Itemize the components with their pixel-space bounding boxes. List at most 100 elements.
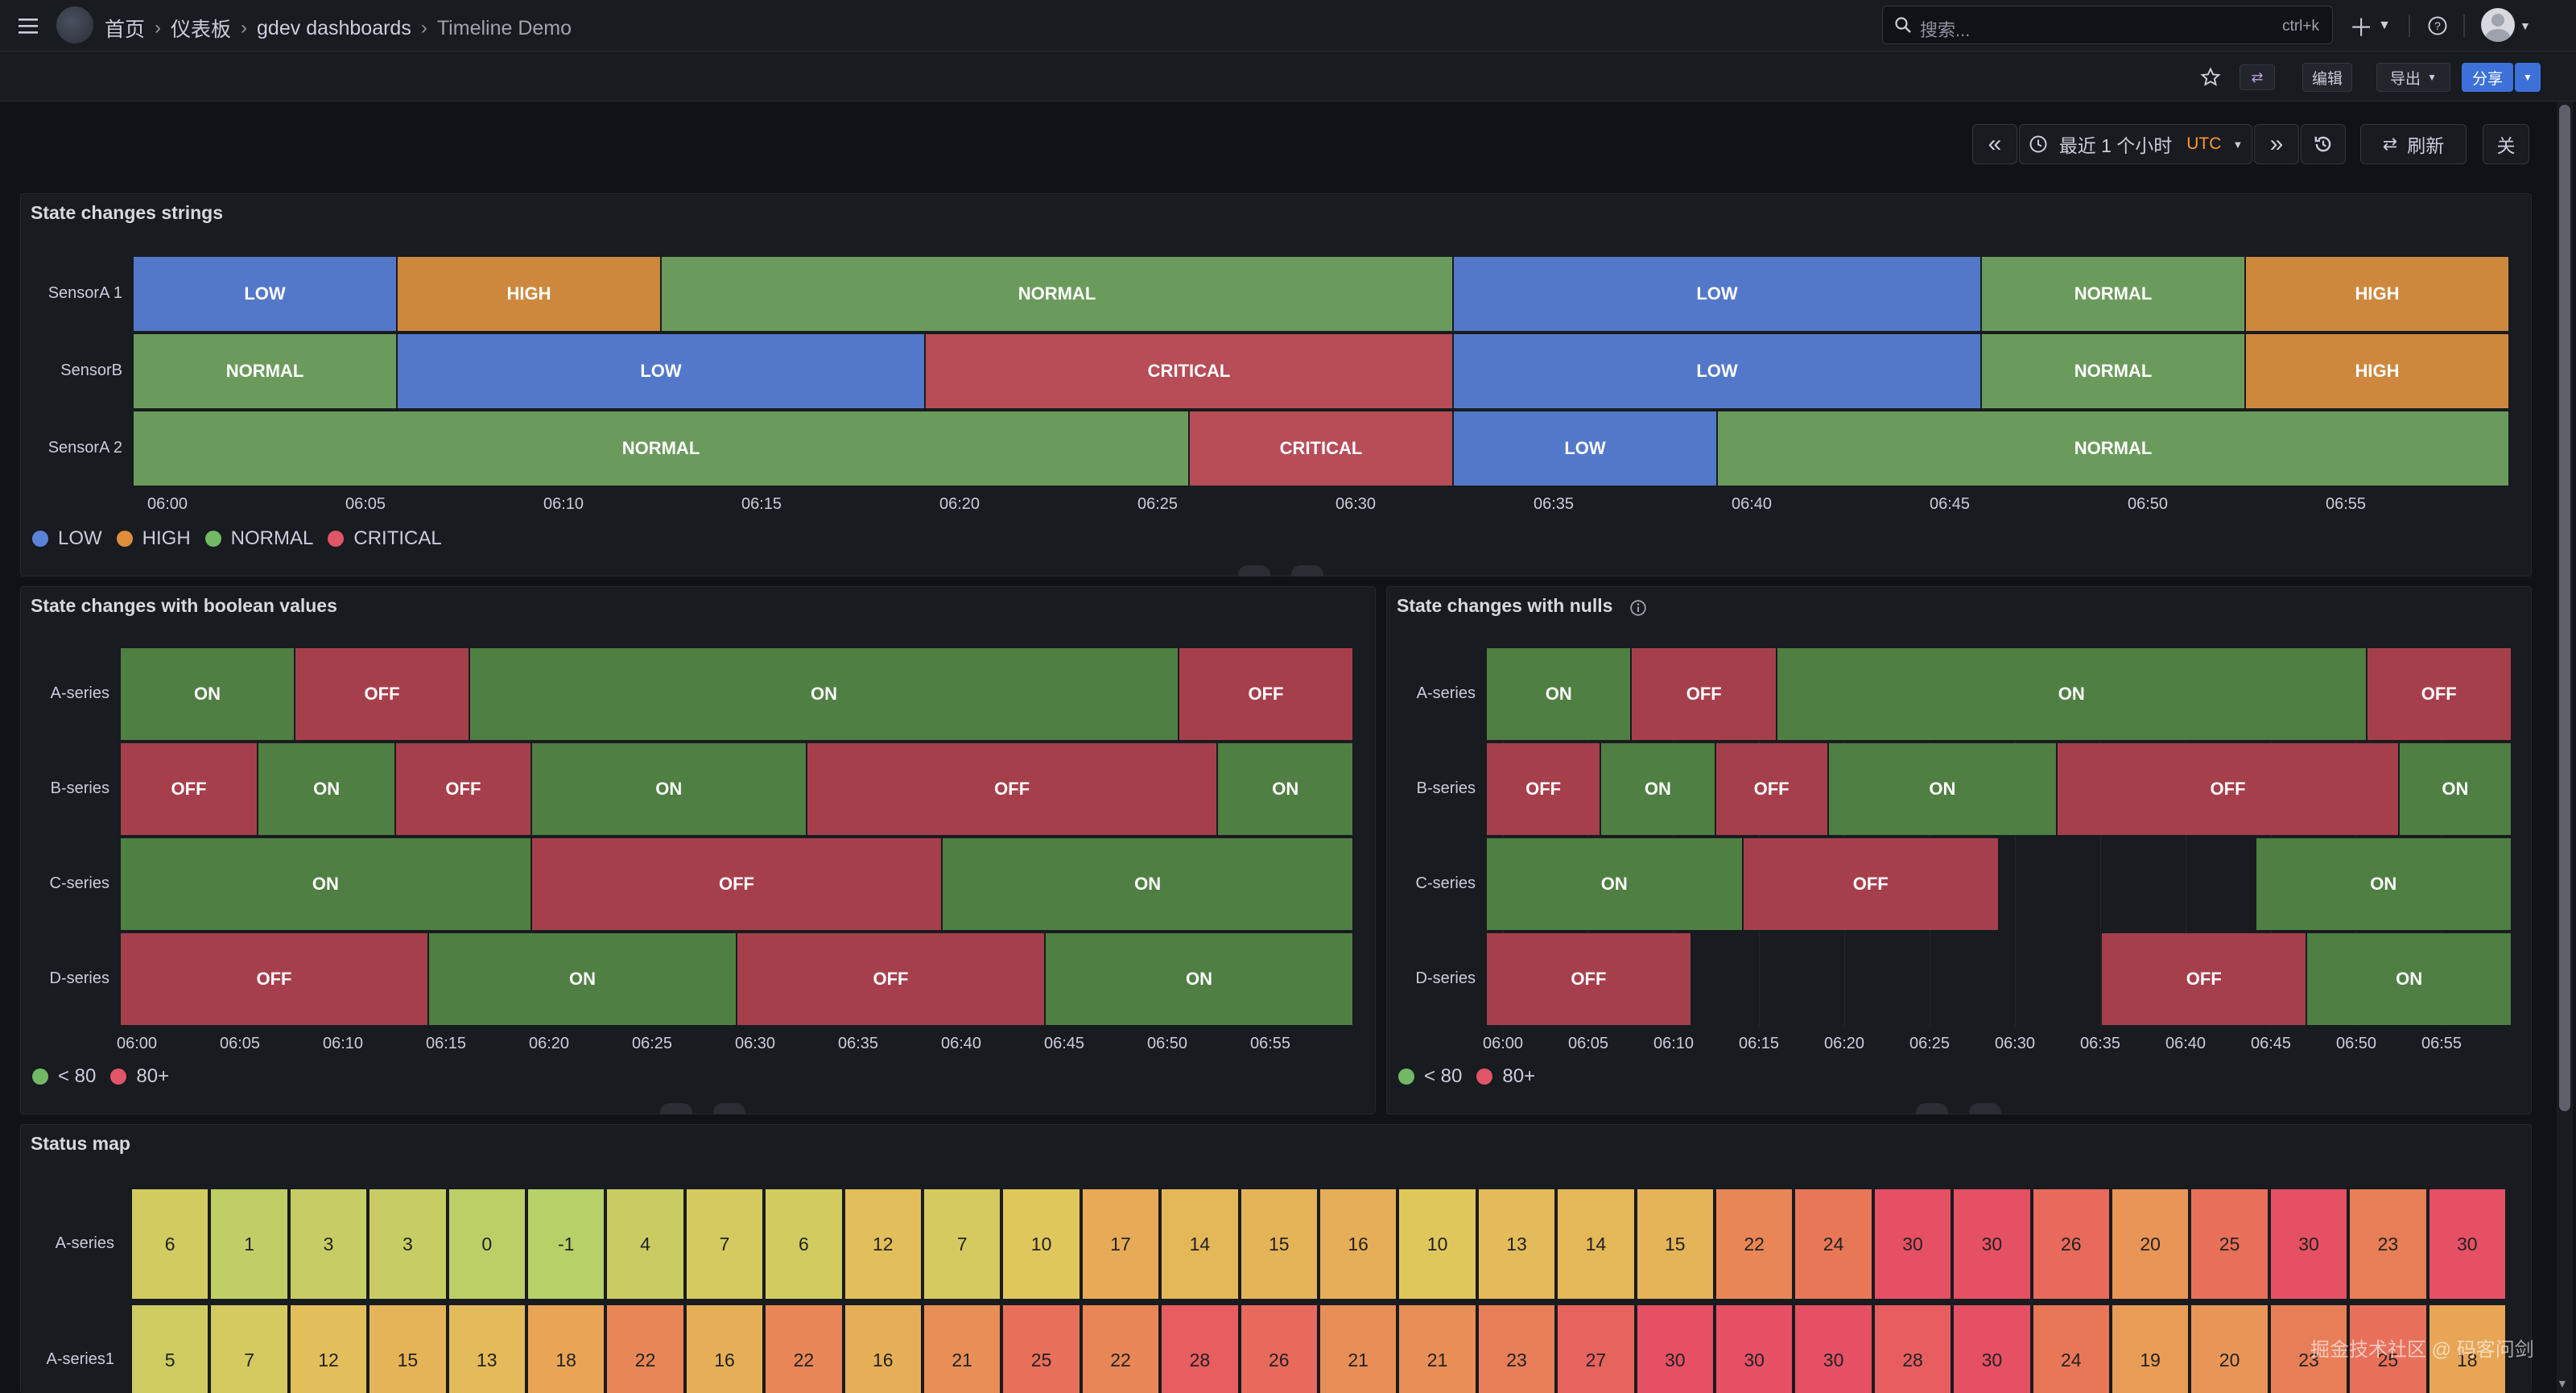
- status-cell[interactable]: 7: [684, 1188, 765, 1300]
- state-segment[interactable]: ON: [258, 743, 397, 835]
- status-cell[interactable]: 20: [2111, 1188, 2190, 1300]
- state-segment[interactable]: OFF: [121, 933, 429, 1025]
- status-cell[interactable]: 3: [288, 1188, 369, 1300]
- state-segment[interactable]: OFF: [396, 743, 532, 835]
- share-menu-button[interactable]: ▼: [2515, 63, 2541, 92]
- state-segment[interactable]: OFF: [1743, 838, 2000, 930]
- status-cell[interactable]: 19: [2111, 1304, 2190, 1393]
- panel-resize-handle[interactable]: [713, 1103, 745, 1114]
- status-cell[interactable]: 30: [1952, 1304, 2032, 1393]
- panel-resize-handle[interactable]: [1291, 565, 1323, 577]
- info-icon[interactable]: [1629, 598, 1648, 618]
- status-cell[interactable]: 20: [2190, 1304, 2269, 1393]
- status-cell[interactable]: 30: [2427, 1188, 2507, 1300]
- state-segment[interactable]: NORMAL: [134, 411, 1190, 486]
- status-cell[interactable]: 21: [1319, 1304, 1398, 1393]
- status-cell[interactable]: 12: [843, 1188, 923, 1300]
- avatar-caret-icon[interactable]: ▼: [2520, 19, 2531, 32]
- state-segment[interactable]: ON: [1487, 838, 1744, 930]
- user-avatar[interactable]: [2481, 8, 2515, 42]
- refresh-button[interactable]: ⇄ 刷新: [2360, 124, 2467, 164]
- status-cell[interactable]: 30: [2268, 1188, 2349, 1300]
- status-cell[interactable]: 14: [1160, 1188, 1240, 1300]
- status-cell[interactable]: 30: [1635, 1304, 1715, 1393]
- status-cell[interactable]: 25: [2348, 1304, 2428, 1393]
- search-input[interactable]: 搜索... ctrl+k: [1882, 6, 2333, 44]
- status-cell[interactable]: 15: [368, 1304, 448, 1393]
- state-segment[interactable]: OFF: [737, 933, 1046, 1025]
- status-cell[interactable]: 30: [1872, 1188, 1953, 1300]
- state-segment[interactable]: OFF: [121, 743, 259, 835]
- state-segment[interactable]: OFF: [1179, 648, 1354, 740]
- legend-item[interactable]: 80+: [110, 1065, 169, 1088]
- panel-resize-handle[interactable]: [660, 1103, 692, 1114]
- panel-resize-handle[interactable]: [1969, 1103, 2001, 1114]
- status-cell[interactable]: 25: [2190, 1188, 2269, 1300]
- legend-item[interactable]: < 80: [32, 1065, 96, 1088]
- status-cell[interactable]: 27: [1556, 1304, 1636, 1393]
- zoom-out-button[interactable]: [2301, 124, 2346, 164]
- state-segment[interactable]: LOW: [1454, 257, 1982, 331]
- state-segment[interactable]: ON: [1601, 743, 1716, 835]
- toggle-view-button[interactable]: ⇄: [2240, 64, 2275, 90]
- status-cell[interactable]: 1: [209, 1188, 289, 1300]
- legend-item[interactable]: < 80: [1398, 1065, 1462, 1088]
- state-segment[interactable]: ON: [429, 933, 737, 1025]
- status-cell[interactable]: 25: [1001, 1304, 1081, 1393]
- status-cell[interactable]: 13: [1476, 1188, 1557, 1300]
- status-cell[interactable]: 18: [526, 1304, 606, 1393]
- status-cell[interactable]: 30: [1794, 1304, 1873, 1393]
- state-segment[interactable]: HIGH: [2246, 257, 2510, 331]
- status-cell[interactable]: 10: [1397, 1188, 1477, 1300]
- state-segment[interactable]: OFF: [2058, 743, 2400, 835]
- time-shift-forward-button[interactable]: »: [2254, 124, 2299, 164]
- status-cell[interactable]: 23: [2268, 1304, 2349, 1393]
- share-button[interactable]: 分享: [2462, 63, 2513, 92]
- state-segment[interactable]: ON: [2399, 743, 2512, 835]
- help-icon[interactable]: ?: [2423, 11, 2452, 40]
- state-segment[interactable]: OFF: [531, 838, 943, 930]
- legend-item[interactable]: 80+: [1476, 1065, 1535, 1088]
- state-segment[interactable]: OFF: [2367, 648, 2512, 740]
- time-shift-back-button[interactable]: «: [1972, 124, 2017, 164]
- status-cell[interactable]: 4: [605, 1188, 685, 1300]
- status-cell[interactable]: 24: [1794, 1188, 1873, 1300]
- state-segment[interactable]: ON: [531, 743, 807, 835]
- state-segment[interactable]: HIGH: [2246, 334, 2510, 408]
- state-segment[interactable]: NORMAL: [1718, 411, 2510, 486]
- legend-item[interactable]: HIGH: [116, 527, 191, 550]
- status-cell[interactable]: 23: [1476, 1304, 1557, 1393]
- state-segment[interactable]: OFF: [1487, 933, 1692, 1025]
- status-cell[interactable]: 0: [447, 1188, 526, 1300]
- status-cell[interactable]: 6: [130, 1188, 210, 1300]
- status-cell[interactable]: 16: [1319, 1188, 1398, 1300]
- status-cell[interactable]: 16: [843, 1304, 923, 1393]
- status-cell[interactable]: 22: [605, 1304, 685, 1393]
- status-cell[interactable]: 22: [764, 1304, 844, 1393]
- state-segment[interactable]: NORMAL: [662, 257, 1454, 331]
- status-cell[interactable]: 15: [1635, 1188, 1715, 1300]
- status-cell[interactable]: 16: [684, 1304, 765, 1393]
- status-cell[interactable]: -1: [526, 1188, 606, 1300]
- state-segment[interactable]: ON: [1828, 743, 2058, 835]
- add-menu-button[interactable]: ＋ ▼: [2347, 10, 2392, 42]
- legend-item[interactable]: CRITICAL: [328, 527, 442, 550]
- state-segment[interactable]: ON: [1777, 648, 2368, 740]
- status-cell[interactable]: 5: [130, 1304, 210, 1393]
- legend-item[interactable]: LOW: [32, 527, 102, 550]
- status-cell[interactable]: 28: [1160, 1304, 1240, 1393]
- grafana-logo[interactable]: [56, 6, 93, 43]
- status-cell[interactable]: 30: [1952, 1188, 2032, 1300]
- edit-button[interactable]: 编辑: [2302, 63, 2352, 92]
- breadcrumb-dashboards[interactable]: 仪表板: [171, 19, 232, 41]
- scroll-down-icon[interactable]: ▼: [2557, 1377, 2568, 1390]
- status-cell[interactable]: 23: [2348, 1188, 2428, 1300]
- status-cell[interactable]: 21: [1397, 1304, 1477, 1393]
- state-segment[interactable]: ON: [2307, 933, 2512, 1025]
- status-cell[interactable]: 15: [1239, 1188, 1319, 1300]
- state-segment[interactable]: OFF: [1487, 743, 1602, 835]
- status-cell[interactable]: 14: [1556, 1188, 1636, 1300]
- panel-resize-handle[interactable]: [1916, 1103, 1948, 1114]
- status-cell[interactable]: 24: [2031, 1304, 2111, 1393]
- state-segment[interactable]: OFF: [2102, 933, 2308, 1025]
